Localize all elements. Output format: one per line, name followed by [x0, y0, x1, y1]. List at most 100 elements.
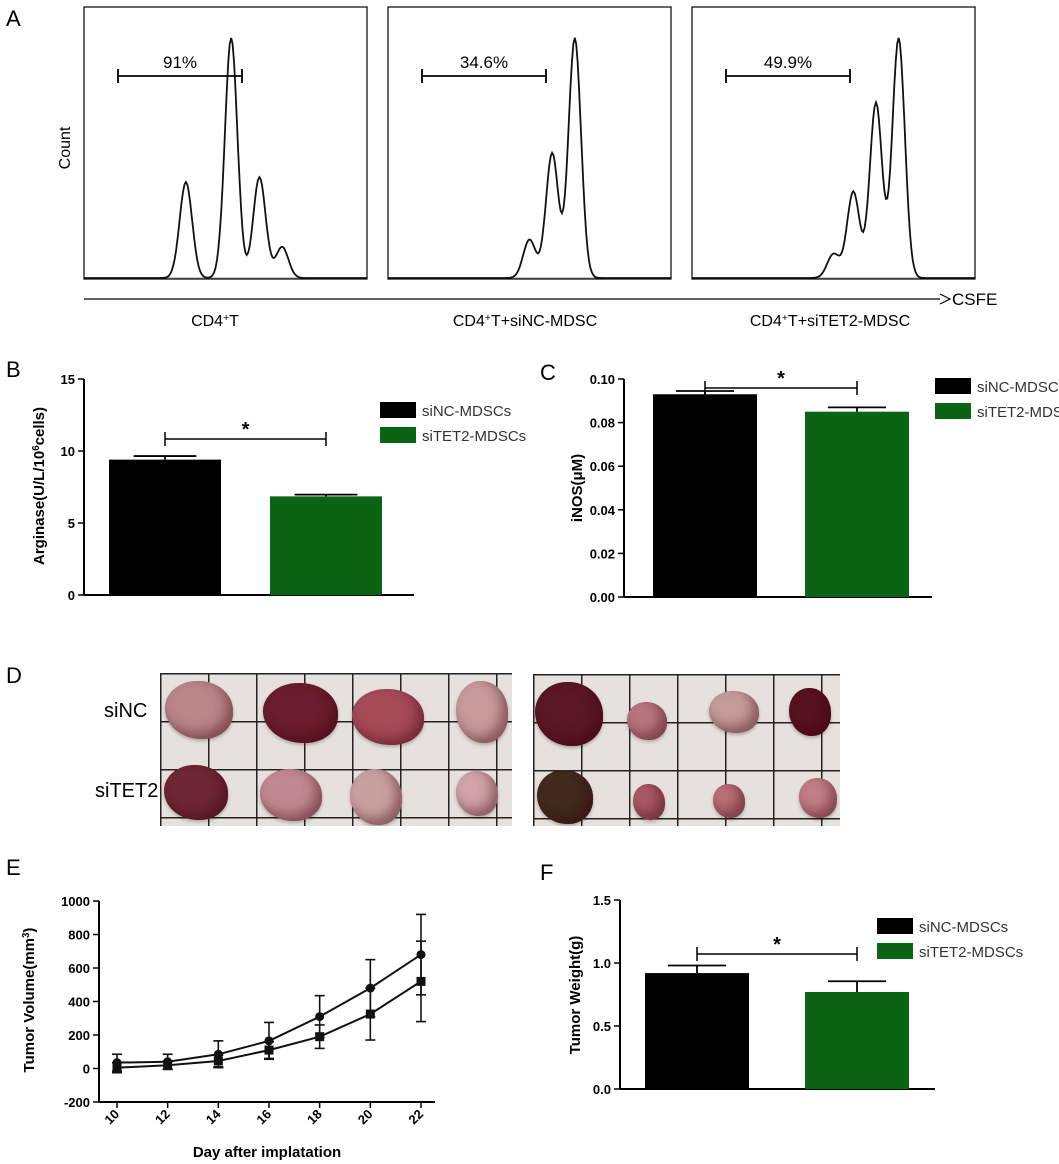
x-axis-label: Day after implatation: [193, 1144, 341, 1161]
panel-label-a: A: [6, 6, 21, 31]
x-tick-label: 12: [152, 1106, 173, 1127]
tumor-image: [352, 689, 424, 745]
tumor-weight-bar-chart: 0.0 0.5 1.0 1.5 Tumor Weight(g) * siNC-MDSCs si…: [567, 893, 1023, 1097]
x-tick-label: 18: [304, 1106, 325, 1127]
panel-label-f: F: [540, 860, 553, 885]
tumor-image: [709, 691, 759, 733]
histogram-curve: [388, 37, 671, 279]
tumor-image: [456, 681, 508, 743]
legend-swatch-sinc: [380, 402, 416, 418]
bar-sitet2: [805, 411, 909, 597]
photo-row-label-sitet2: siTET2: [95, 780, 159, 802]
histogram-condition-label: CD4+T+siNC-MDSC: [453, 313, 597, 331]
y-tick-label: -200: [64, 1095, 90, 1110]
y-tick-label: 0.04: [590, 503, 616, 518]
tumor-image: [789, 688, 831, 736]
significance-star: *: [773, 934, 781, 956]
legend-label: siNC-MDSCs: [919, 919, 1008, 936]
data-point-square: [264, 1045, 274, 1055]
tumor-image: [537, 770, 593, 824]
histogram-condition-label: CD4+T: [191, 313, 239, 331]
tumor-image: [165, 681, 233, 739]
significance-star: *: [777, 368, 785, 390]
data-point-square: [416, 976, 426, 986]
data-point-circle: [315, 1012, 325, 1022]
gate-percentage: 91%: [163, 53, 197, 72]
panel-label-c: C: [540, 360, 556, 385]
legend-swatch-sinc: [935, 378, 971, 394]
histogram-frame: [387, 6, 672, 280]
gate-percentage: 49.9%: [764, 53, 812, 72]
legend-label: siTET2-MDSCs: [977, 404, 1059, 421]
data-point-square: [163, 1060, 173, 1070]
y-tick-label: 1.5: [593, 893, 611, 908]
tumor-image: [164, 765, 228, 820]
y-tick-label: 0.08: [590, 416, 615, 431]
y-tick-label: 1.0: [593, 956, 611, 971]
y-tick-label: 0: [83, 1062, 90, 1077]
bar-sinc: [645, 973, 749, 1089]
tumor-image: [633, 784, 665, 820]
y-axis-label: Count: [57, 126, 74, 169]
bar-sinc: [653, 394, 757, 597]
legend-swatch-sitet2: [935, 403, 971, 419]
data-point-square: [315, 1032, 325, 1042]
y-tick-label: 10: [61, 444, 75, 459]
legend-label: siTET2-MDSCs: [422, 428, 526, 445]
x-tick-label: 20: [355, 1106, 376, 1127]
y-tick-label: 1000: [61, 894, 90, 909]
panel-label-b: B: [6, 357, 21, 382]
y-tick-label: 15: [61, 372, 75, 387]
legend-label: siNC-MDSCs: [977, 379, 1059, 396]
tumor-image: [350, 769, 402, 825]
x-tick-label: 14: [203, 1106, 224, 1127]
data-point-square: [213, 1056, 223, 1066]
tumor-image: [713, 784, 745, 818]
histogram-frame: [83, 6, 368, 280]
data-point-square: [365, 1009, 375, 1019]
flow-histograms: Count 91% CD4+T 34.6% CD4+T+siNC-MDSC 49.9% CD…: [57, 6, 997, 331]
bar-sitet2: [805, 991, 909, 1089]
significance-star: *: [242, 419, 250, 441]
legend-label: siNC-MDSCs: [422, 403, 511, 420]
y-tick-label: 400: [68, 995, 90, 1010]
x-tick-label: 22: [405, 1106, 426, 1127]
y-tick-label: 200: [68, 1028, 90, 1043]
y-axis-label: Tumor Volume(mm3): [21, 928, 39, 1073]
y-tick-label: 0.0: [593, 1082, 611, 1097]
tumor-image: [456, 771, 498, 816]
y-tick-label: 800: [68, 928, 90, 943]
y-axis-label: Arginase(U/L/106cells): [31, 407, 49, 565]
legend-swatch-sitet2: [877, 943, 913, 959]
tumor-image: [535, 682, 603, 746]
data-point-square: [112, 1063, 122, 1073]
y-tick-label: 600: [68, 961, 90, 976]
legend-swatch-sitet2: [380, 427, 416, 443]
histogram-curve: [692, 37, 975, 279]
legend-label: siTET2-MDSCs: [919, 944, 1023, 961]
y-tick-label: 0.06: [590, 459, 615, 474]
inos-bar-chart: 0.00 0.02 0.04 0.06 0.08 0.10 iNOS(μM) * siNC-MD…: [569, 368, 1059, 605]
x-tick-label: 10: [101, 1106, 122, 1127]
y-tick-label: 0.00: [590, 590, 615, 605]
tumor-image: [263, 683, 338, 743]
y-tick-label: 0.10: [590, 372, 615, 387]
histogram-condition-label: CD4+T+siTET2-MDSC: [750, 313, 910, 331]
tumor-image: [799, 778, 837, 818]
bar-sinc: [109, 459, 221, 595]
tumor-image: [627, 702, 667, 740]
arginase-bar-chart: 0 5 10 15 Arginase(U/L/106cells) * siNC-MDSCs s…: [31, 372, 527, 603]
data-point-circle: [264, 1036, 274, 1046]
csfe-arrow-icon: [939, 293, 952, 305]
y-tick-label: 5: [68, 516, 75, 531]
legend-swatch-sinc: [877, 918, 913, 934]
tumor-photo-right: [533, 674, 840, 826]
y-tick-label: 0.02: [590, 546, 615, 561]
panel-label-d: D: [6, 663, 22, 688]
y-tick-label: 0: [68, 588, 75, 603]
y-tick-label: 0.5: [593, 1019, 611, 1034]
tumor-image: [260, 769, 322, 821]
tumor-photo-left: [160, 673, 512, 826]
bar-sitet2: [270, 496, 382, 595]
